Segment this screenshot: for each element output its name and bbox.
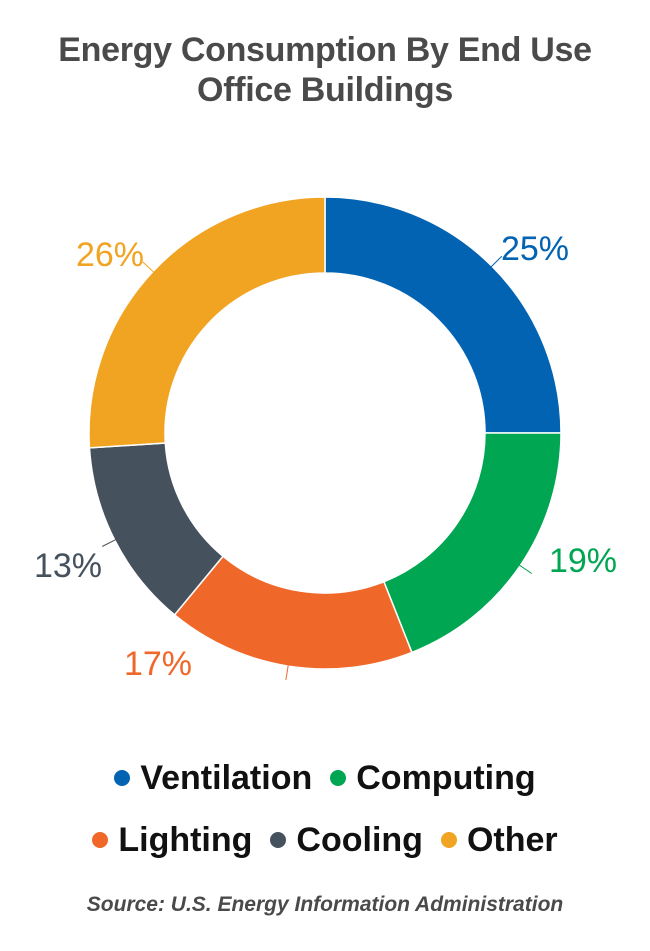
legend-label-ventilation: Ventilation	[140, 759, 313, 797]
data-label-computing: 19%	[549, 542, 617, 580]
legend-row-2: Lighting Cooling Other	[0, 818, 650, 862]
legend-swatch-lighting	[92, 832, 109, 848]
legend-swatch-computing	[330, 770, 347, 786]
legend-item-computing: Computing	[330, 756, 536, 800]
slice-other	[88, 196, 326, 449]
legend-swatch-cooling	[270, 832, 287, 848]
data-label-cooling: 13%	[34, 547, 102, 585]
legend-label-cooling: Cooling	[296, 821, 423, 859]
data-label-lighting: 17%	[124, 645, 192, 683]
legend-swatch-other	[440, 832, 457, 848]
legend-item-cooling: Cooling	[270, 818, 423, 862]
leader-line-lighting	[285, 664, 289, 681]
legend-row-1: Ventilation Computing	[0, 756, 650, 800]
legend-swatch-ventilation	[114, 770, 131, 786]
chart-title-line-2: Office Buildings	[197, 71, 453, 109]
leader-line-ventilation	[490, 255, 503, 268]
legend-label-other: Other	[466, 821, 558, 859]
slice-ventilation	[324, 196, 562, 434]
legend-item-other: Other	[440, 818, 558, 862]
legend-label-lighting: Lighting	[118, 821, 253, 859]
leader-line-computing	[518, 564, 533, 574]
data-label-other: 26%	[76, 236, 144, 274]
legend-label-computing: Computing	[356, 759, 536, 797]
slice-computing	[382, 432, 562, 654]
slice-lighting	[173, 555, 413, 670]
source-note: Source: U.S. Energy Information Administ…	[86, 893, 564, 916]
legend-item-ventilation: Ventilation	[114, 756, 312, 800]
leader-line-cooling	[102, 538, 117, 547]
chart-title-line-1: Energy Consumption By End Use	[58, 31, 592, 69]
legend-item-lighting: Lighting	[92, 818, 252, 862]
data-label-ventilation: 25%	[501, 230, 569, 268]
leader-line-other	[142, 261, 155, 274]
